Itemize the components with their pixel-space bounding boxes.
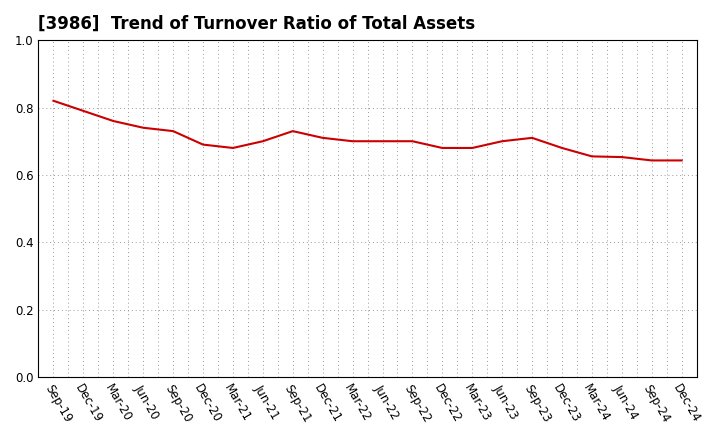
Text: [3986]  Trend of Turnover Ratio of Total Assets: [3986] Trend of Turnover Ratio of Total …: [38, 15, 476, 33]
